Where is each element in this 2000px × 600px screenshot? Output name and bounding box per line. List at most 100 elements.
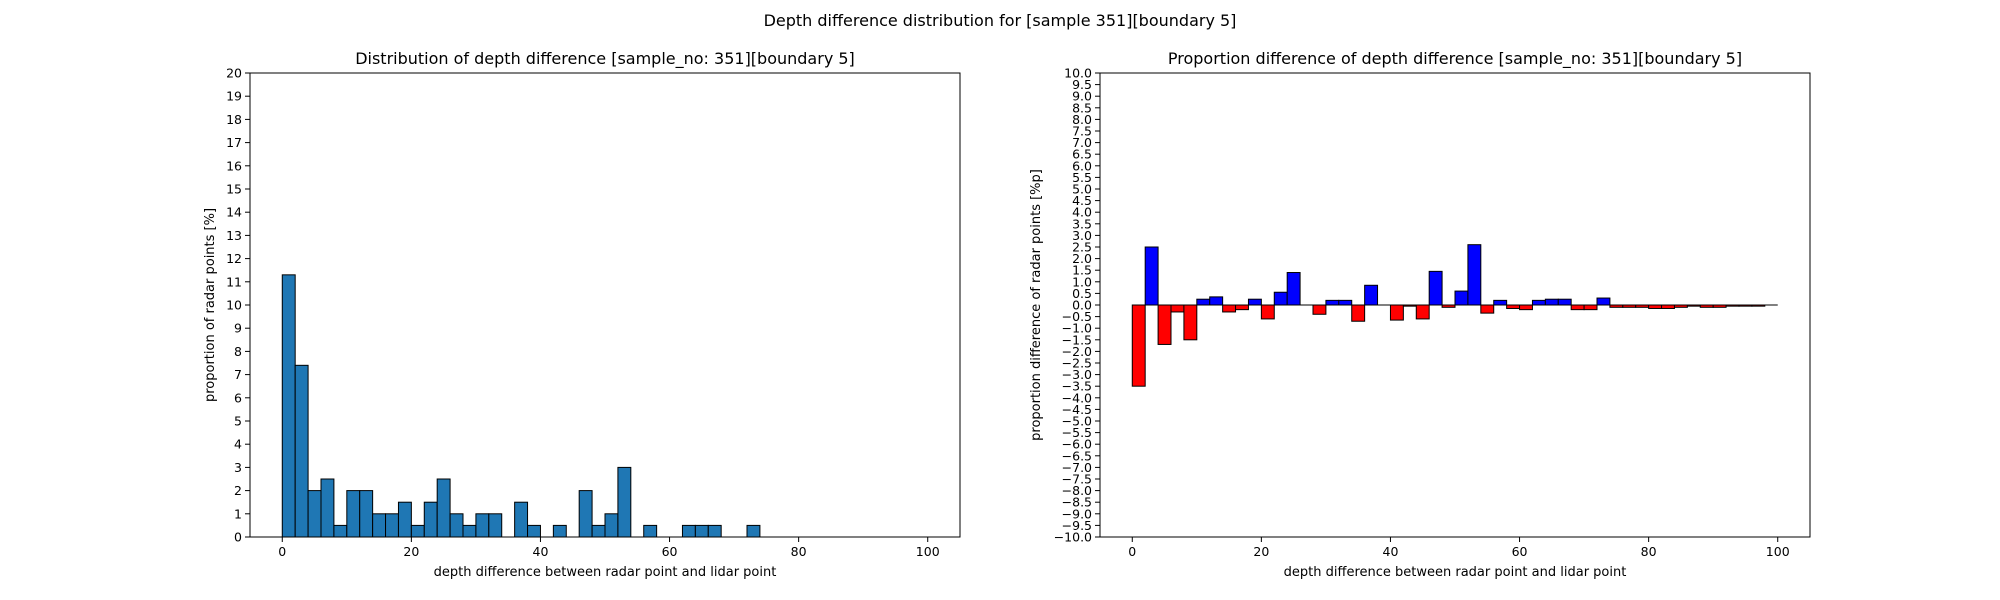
difference-bar [1467,244,1482,306]
histogram-x-axis-label: depth difference between radar point and… [434,565,777,580]
y-tick-label: 17 [226,135,242,150]
difference-bar [1570,304,1585,311]
difference-bar [1557,298,1572,306]
y-tick-label: 5.5 [1072,170,1092,185]
y-tick-label: −7.0 [1062,460,1092,475]
difference-title: Proportion difference of depth differenc… [1168,49,1742,69]
difference-axes-frame [1099,72,1811,538]
histogram-bar [552,524,567,538]
difference-bar [1531,299,1546,306]
y-tick-label: 4 [234,437,242,452]
difference-bar [1661,304,1675,309]
histogram-bar [643,524,658,538]
y-tick-label: 13 [226,228,242,243]
y-tick-label: −6.0 [1062,437,1092,452]
y-tick-label: 9.0 [1072,89,1092,104]
difference-bar [1493,299,1508,306]
difference-bar [1260,304,1275,320]
histogram-bar [746,524,761,538]
y-tick-label: 15 [226,182,242,197]
y-tick-label: 2.5 [1072,240,1092,255]
histogram-bar [410,524,425,538]
x-tick-label: 20 [403,544,419,559]
x-tick-label: 80 [791,544,807,559]
histogram-bar [578,490,593,538]
y-tick-label: 14 [226,205,242,220]
difference-bar [1351,304,1366,322]
histogram-bar [694,524,709,538]
histogram-y-axis-label: proportion of radar points [%] [203,208,218,402]
difference-bar [1596,297,1611,306]
difference-bars [1131,244,1766,387]
y-tick-label: −3.0 [1062,367,1092,382]
y-tick-label: −4.5 [1062,402,1092,417]
difference-bar [1583,304,1598,311]
y-tick-label: −8.5 [1062,495,1092,510]
y-tick-label: 1.0 [1072,274,1092,289]
y-tick-label: 8 [234,344,242,359]
y-tick-label: 6 [234,390,242,405]
difference-bar [1144,246,1159,306]
histogram-bar [604,513,619,538]
y-tick-label: 9.5 [1072,77,1092,92]
y-tick-label: 0.0 [1072,298,1092,313]
x-tick-label: 20 [1253,544,1269,559]
y-tick-label: 4.0 [1072,205,1092,220]
histogram-bar [294,364,309,538]
y-tick-label: −2.0 [1062,344,1092,359]
difference-bar [1273,291,1288,306]
difference-bar [1415,304,1430,320]
difference-bar [1648,304,1663,309]
difference-bar [1157,304,1172,345]
y-tick-label: −8.0 [1062,483,1092,498]
difference-bar [1183,304,1198,341]
histogram-bar [488,513,503,538]
x-tick-label: 0 [1128,544,1136,559]
y-tick-label: 9 [234,321,242,336]
histogram-bar [462,524,477,538]
difference-bar [1312,304,1327,315]
difference-bar [1131,304,1146,387]
x-tick-label: 0 [278,544,286,559]
difference-bar [1389,304,1404,321]
y-tick-label: 6.5 [1072,147,1092,162]
y-tick-label: 5.0 [1072,182,1092,197]
difference-bar [1325,299,1340,306]
y-tick-label: 16 [226,158,242,173]
y-tick-label: −9.0 [1062,506,1092,521]
y-tick-label: 0.5 [1072,286,1092,301]
y-tick-label: 3 [234,460,242,475]
histogram-bar [423,501,438,538]
y-tick-label: −2.5 [1062,356,1092,371]
y-tick-label: 10.0 [1064,66,1092,81]
y-tick-label: 2.0 [1072,251,1092,266]
y-tick-label: 11 [226,274,242,289]
histogram-bar [527,524,541,538]
y-tick-label: −0.5 [1062,309,1092,324]
x-tick-label: 40 [1383,544,1399,559]
histogram-axes-frame [249,72,961,538]
y-tick-label: 0 [234,530,242,545]
difference-bar [1544,298,1559,306]
histogram-bar [307,490,322,538]
y-tick-label: 7.0 [1072,135,1092,150]
x-tick-label: 60 [662,544,678,559]
y-tick-label: 7 [234,367,242,382]
y-tick-label: 5 [234,414,242,429]
histogram-title: Distribution of depth difference [sample… [355,49,855,69]
histogram-bar [707,524,722,538]
difference-bar [1506,304,1521,309]
histogram-bar [591,524,606,538]
y-tick-label: 1 [234,506,242,521]
x-tick-label: 80 [1641,544,1657,559]
difference-bar [1519,304,1533,311]
y-tick-label: 1.5 [1072,263,1092,278]
histogram-bar [346,490,361,538]
difference-bar [1454,290,1469,306]
y-tick-label: 7.5 [1072,124,1092,139]
histogram-bar [359,490,374,538]
histogram-bar [449,513,464,538]
histogram-bar [514,501,529,538]
